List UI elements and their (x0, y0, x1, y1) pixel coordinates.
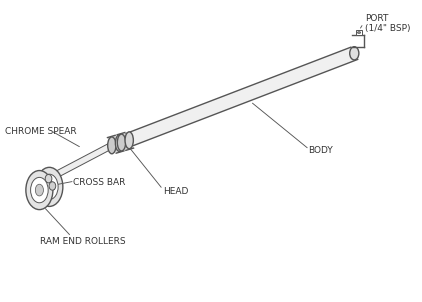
Polygon shape (46, 175, 54, 190)
Ellipse shape (49, 182, 56, 190)
Ellipse shape (119, 135, 128, 149)
Ellipse shape (30, 177, 48, 203)
Ellipse shape (45, 175, 52, 183)
Ellipse shape (350, 47, 359, 60)
Ellipse shape (36, 167, 63, 207)
Ellipse shape (117, 134, 126, 151)
Ellipse shape (108, 137, 116, 154)
FancyBboxPatch shape (356, 31, 362, 35)
Text: CHROME SPEAR: CHROME SPEAR (5, 127, 76, 136)
Text: RAM END ROLLERS: RAM END ROLLERS (40, 237, 126, 246)
Polygon shape (47, 143, 114, 182)
Ellipse shape (45, 181, 54, 193)
Ellipse shape (125, 132, 133, 149)
Ellipse shape (26, 171, 53, 210)
Ellipse shape (357, 32, 361, 34)
Ellipse shape (115, 135, 124, 152)
Ellipse shape (35, 184, 43, 196)
Text: PORT
(1/4" BSP): PORT (1/4" BSP) (365, 14, 410, 33)
Polygon shape (108, 135, 124, 153)
Ellipse shape (41, 174, 58, 200)
Polygon shape (120, 47, 358, 148)
Text: CROSS BAR: CROSS BAR (73, 178, 126, 187)
Text: HEAD: HEAD (163, 187, 188, 196)
Text: BODY: BODY (308, 146, 333, 156)
Polygon shape (117, 133, 133, 150)
